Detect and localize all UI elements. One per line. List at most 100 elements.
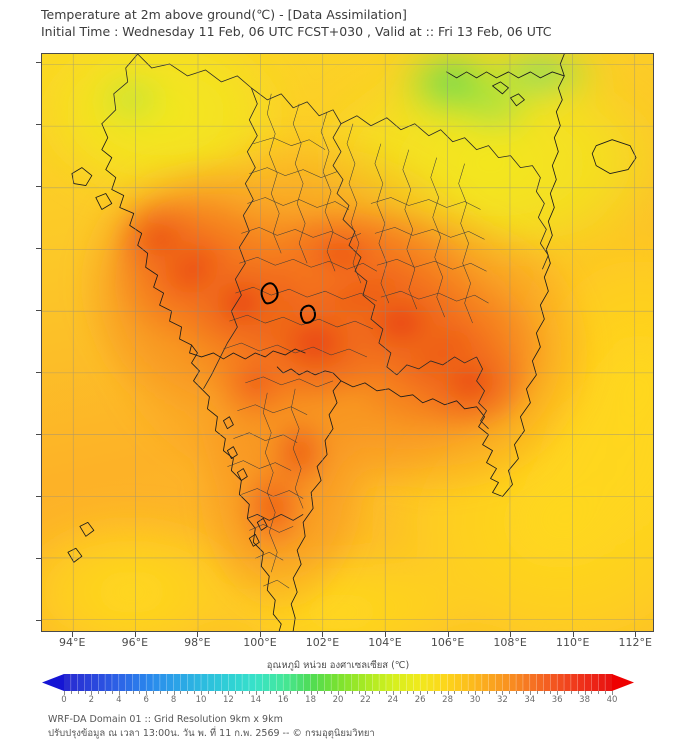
- colorbar-tick-label: 24: [387, 695, 399, 705]
- colorbar-minor-tick: [509, 691, 511, 694]
- colorbar-minor-tick: [577, 691, 579, 694]
- colorbar-tick-label: 20: [332, 695, 344, 705]
- colorbar-tick-label: 18: [305, 695, 317, 705]
- x-axis-tick-label: 106°E: [430, 636, 465, 649]
- colorbar-gradient: [42, 674, 634, 691]
- footer-line-1: WRF-DA Domain 01 :: Grid Resolution 9km …: [48, 714, 283, 725]
- colorbar-minor-tick: [481, 691, 483, 694]
- colorbar-minor-tick: [262, 691, 264, 694]
- colorbar-minor-tick: [77, 691, 79, 694]
- colorbar-minor-tick: [351, 691, 353, 694]
- colorbar-major-tick: [255, 691, 257, 695]
- colorbar-under-arrow: [42, 674, 64, 691]
- colorbar-major-tick: [502, 691, 504, 695]
- colorbar-tick-label: 36: [551, 695, 563, 705]
- map-plot-area: [41, 53, 654, 632]
- y-axis-tick-mark: [36, 557, 41, 559]
- colorbar-minor-tick: [70, 691, 72, 694]
- colorbar-tick-label: 0: [61, 695, 67, 705]
- colorbar-minor-tick: [461, 691, 463, 694]
- colorbar-minor-tick: [598, 691, 600, 694]
- province-borders-layer: [223, 93, 489, 589]
- colorbar-tick-label: 28: [442, 695, 454, 705]
- colorbar-minor-tick: [166, 691, 168, 694]
- x-axis-tick-label: 108°E: [493, 636, 527, 649]
- colorbar-minor-tick: [98, 691, 100, 694]
- colorbar-tick-label: 26: [414, 695, 426, 705]
- x-axis-tick-label: 104°E: [368, 636, 402, 649]
- colorbar-title: อุณหภูมิ หน่วย องศาเซลเซียส (℃): [266, 660, 410, 671]
- colorbar-tick-label: 10: [195, 695, 207, 705]
- colorbar-minor-tick: [125, 691, 127, 694]
- colorbar-minor-tick: [180, 691, 182, 694]
- colorbar-major-tick: [91, 691, 93, 695]
- colorbar-major-tick: [557, 691, 559, 695]
- colorbar-major-tick: [392, 691, 394, 695]
- colorbar-tick-label: 6: [143, 695, 149, 705]
- colorbar: อุณหภูมิ หน่วย องศาเซลเซียส (℃) 0 2 4 6 8 10 1…: [0, 658, 676, 710]
- colorbar-tick-label: 40: [606, 695, 618, 705]
- x-axis-tick-mark: [510, 632, 512, 637]
- colorbar-major-tick: [475, 691, 476, 695]
- colorbar-minor-tick: [344, 691, 346, 694]
- colorbar-minor-tick: [379, 691, 381, 694]
- colorbar-major-tick: [310, 691, 312, 695]
- x-axis-tick-label: 112°E: [618, 636, 652, 649]
- colorbar-minor-tick: [488, 691, 490, 694]
- colorbar-minor-tick: [570, 691, 572, 694]
- colorbar-minor-tick: [543, 691, 545, 694]
- colorbar-minor-tick: [468, 691, 470, 694]
- colorbar-major-tick: [447, 691, 449, 695]
- colorbar-minor-tick: [153, 691, 155, 694]
- colorbar-tick-label: 38: [579, 695, 591, 705]
- colorbar-minor-tick: [440, 691, 442, 694]
- x-axis-tick-mark: [572, 632, 574, 637]
- station-marker-2: [299, 304, 316, 324]
- x-axis-tick-mark: [197, 632, 199, 637]
- x-axis-tick-mark: [259, 632, 261, 637]
- colorbar-major-tick: [365, 691, 367, 695]
- y-axis-tick-mark: [36, 186, 41, 188]
- colorbar-minor-tick: [536, 691, 538, 694]
- colorbar-minor-tick: [290, 691, 292, 694]
- y-axis-tick-mark: [36, 433, 41, 435]
- colorbar-tick-label: 12: [222, 695, 234, 705]
- colorbar-minor-tick: [276, 691, 278, 694]
- colorbar-major-tick: [584, 691, 586, 695]
- colorbar-minor-tick: [111, 691, 113, 694]
- colorbar-minor-tick: [399, 691, 401, 694]
- colorbar-minor-tick: [269, 691, 271, 694]
- colorbar-tick-label: 34: [524, 695, 536, 705]
- footer: WRF-DA Domain 01 :: Grid Resolution 9km …: [48, 713, 648, 741]
- national-borders-layer: [101, 54, 549, 521]
- colorbar-major-tick: [201, 691, 202, 695]
- colorbar-minor-tick: [248, 691, 250, 694]
- colorbar-minor-tick: [522, 691, 524, 694]
- colorbar-minor-tick: [187, 691, 189, 694]
- colorbar-minor-tick: [372, 691, 374, 694]
- colorbar-minor-tick: [235, 691, 237, 694]
- colorbar-tick-label: 4: [116, 695, 122, 705]
- colorbar-major-tick: [173, 691, 175, 695]
- station-marker-1: [260, 282, 279, 305]
- colorbar-tick-label: 22: [359, 695, 371, 705]
- colorbar-tick-label: 8: [170, 695, 177, 705]
- colorbar-major-tick: [420, 691, 422, 695]
- x-axis-tick-mark: [134, 632, 136, 637]
- colorbar-minor-tick: [358, 691, 360, 694]
- x-axis-tick-mark: [447, 632, 449, 637]
- colorbar-major-tick: [283, 691, 285, 695]
- colorbar-minor-tick: [242, 691, 244, 694]
- colorbar-major-tick: [146, 691, 148, 695]
- colorbar-minor-tick: [454, 691, 456, 694]
- x-axis-tick-label: 100°E: [243, 636, 277, 649]
- colorbar-minor-tick: [495, 691, 497, 694]
- station-marker-group: [260, 282, 316, 324]
- colorbar-over-arrow: [612, 674, 634, 691]
- colorbar-major-tick: [529, 691, 531, 695]
- page-title: Temperature at 2m above ground(℃) - [Dat…: [41, 6, 661, 40]
- colorbar-minor-tick: [433, 691, 435, 694]
- colorbar-major-tick: [338, 691, 339, 695]
- y-axis-tick-mark: [36, 124, 41, 126]
